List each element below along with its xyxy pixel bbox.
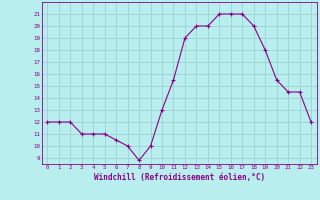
X-axis label: Windchill (Refroidissement éolien,°C): Windchill (Refroidissement éolien,°C): [94, 173, 265, 182]
